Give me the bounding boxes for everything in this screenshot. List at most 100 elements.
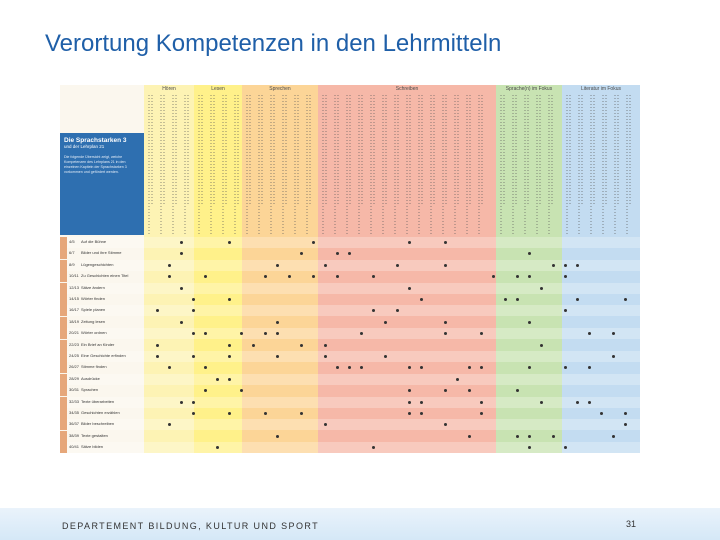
chart-box-text: Die folgende Übersicht zeigt, welche Kom… [64, 155, 127, 174]
competency-table-image: Hören Lesen Sprechen Schreiben Sprache(n) im… [60, 85, 640, 453]
row-pages: 4/5 [69, 239, 75, 244]
competency-dot [372, 309, 375, 313]
competency-dot [444, 320, 447, 324]
competency-dot [216, 377, 219, 381]
chart-column-header [282, 94, 284, 234]
competency-dot [444, 332, 447, 336]
chart-column-header [445, 94, 447, 204]
competency-dot [468, 389, 471, 393]
chart-column-header [397, 94, 399, 204]
competency-dot [576, 263, 579, 267]
competency-dot [420, 366, 423, 370]
competency-dot [420, 412, 423, 415]
chart-box-subtitle: und der Lehrplan 21 [64, 144, 105, 149]
chart-column-header [261, 94, 263, 204]
competency-dot [528, 252, 531, 256]
chart-column-header [569, 94, 571, 204]
competency-dot [444, 423, 447, 427]
row-pages: 40/41 [69, 444, 80, 450]
row-pages: 26/27 [69, 364, 80, 370]
chart-group-band: Schreiben [318, 85, 496, 453]
competency-dot [612, 434, 615, 438]
row-section-marker [60, 271, 67, 283]
competency-dot [156, 343, 159, 347]
chart-group-label: Literatur im Fokus [580, 86, 621, 92]
competency-dot [180, 241, 183, 244]
chart-column-header [433, 94, 435, 204]
row-section-marker [60, 259, 67, 271]
chart-column-header [187, 94, 189, 204]
row-pages: 10/11 [69, 273, 79, 279]
competency-dot [192, 400, 195, 404]
competency-dot [528, 320, 531, 324]
row-title: Auf die Bühne [81, 239, 107, 244]
row-title: Bilder und ihre Stimme [81, 250, 122, 256]
competency-dot [396, 263, 399, 267]
row-title: Zu Geschichten einen Titel [81, 273, 129, 279]
competency-dot [156, 309, 159, 313]
competency-dot [624, 298, 627, 301]
row-title: Spiele planen [81, 307, 106, 313]
chart-column-header [527, 94, 529, 204]
table-row: 34/35 Geschichten erzählen [60, 408, 640, 419]
competency-dot [276, 263, 279, 267]
chart-box-title: Die Sprachstarken 3 [64, 137, 127, 144]
chart-column-header [172, 94, 174, 234]
row-title: Ausdrücke [81, 375, 100, 381]
competency-dot [180, 252, 183, 256]
chart-column-header [578, 94, 580, 234]
competency-dot [588, 366, 591, 370]
row-title: Texte überarbeiten [81, 398, 115, 404]
competency-dot [540, 400, 543, 404]
competency-dot [276, 434, 279, 438]
competency-dot [324, 263, 327, 267]
footer-department: DEPARTEMENT BILDUNG, KULTUR UND SPORT [62, 521, 319, 531]
chart-column-header [394, 94, 396, 234]
chart-column-header [418, 94, 420, 234]
chart-column-header [151, 94, 153, 204]
page-number: 31 [626, 519, 637, 529]
chart-column-header [421, 94, 423, 204]
competency-dot [300, 252, 303, 256]
chart-column-header [306, 94, 308, 234]
competency-dot [552, 263, 555, 267]
row-title: Wörter finden [81, 296, 106, 301]
row-title: Eine Geschichte erfinden [81, 353, 126, 358]
chart-column-header [273, 94, 275, 204]
row-title: Ein Brief an Kinder [81, 341, 115, 347]
chart-column-header [469, 94, 471, 204]
row-pages: 24/25 [69, 353, 80, 358]
chart-column-header [349, 94, 351, 204]
competency-dot [468, 434, 471, 438]
competency-dot [552, 434, 555, 438]
chart-column-header [614, 94, 616, 234]
competency-dot [528, 366, 531, 370]
chart-group-label: Schreiben [395, 86, 419, 92]
competency-dot [408, 389, 411, 393]
competency-dot [600, 412, 603, 415]
row-section-marker [60, 373, 67, 385]
row-section-marker [60, 316, 67, 328]
row-pages: 22/23 [69, 341, 80, 347]
competency-dot [348, 252, 351, 256]
row-title: Texte gestalten [81, 432, 108, 438]
competency-dot [168, 275, 171, 279]
row-pages: 36/37 [69, 421, 80, 427]
row-pages: 30/31 [69, 387, 80, 393]
competency-dot [216, 446, 219, 450]
row-pages: 20/21 [69, 330, 80, 336]
chart-column-header [566, 94, 568, 234]
chart-column-header [409, 94, 411, 204]
competency-dot [444, 389, 447, 393]
table-row: 32/33 Texte überarbeiten [60, 396, 640, 408]
chart-group-band: Sprechen [242, 85, 318, 453]
competency-dot [228, 298, 231, 301]
chart-column-header [201, 94, 203, 204]
competency-dot [228, 355, 231, 358]
chart-column-header [551, 94, 553, 204]
competency-dot [384, 355, 387, 358]
row-section-marker [60, 430, 67, 442]
chart-column-header [325, 94, 327, 204]
competency-dot [624, 412, 627, 415]
chart-group-band: Hören [144, 85, 194, 453]
